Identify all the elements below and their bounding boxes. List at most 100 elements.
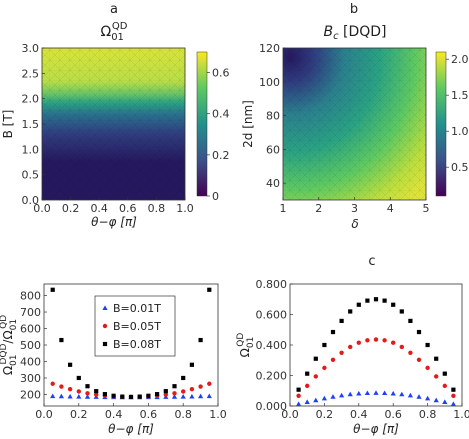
colorbar-b-tick-label-0: 0.5 bbox=[451, 161, 469, 174]
scatter-c-point-s2-13 bbox=[408, 318, 413, 324]
scatter-c-point-s2-9 bbox=[373, 297, 379, 302]
scatter-c-point-s0-1 bbox=[304, 399, 310, 405]
scatter-left-point-s2-3 bbox=[76, 375, 81, 381]
scatter-left-marks bbox=[50, 287, 212, 400]
colorbar-a-tick-label-0: 0 bbox=[212, 190, 219, 203]
scatter-c-point-s1-8 bbox=[365, 338, 370, 343]
scatter-left-point-s1-14 bbox=[172, 391, 177, 396]
legend-box bbox=[94, 295, 176, 357]
scatter-left: 0.0 0.2 0.4 0.6 0.8 1.0200300400500600700800 … bbox=[0, 283, 227, 436]
scatter-left-xtick-label-1: 0.2 bbox=[70, 408, 88, 421]
scatter-left-point-s2-6 bbox=[102, 392, 107, 397]
scatter-c-xtick-label-3: 0.6 bbox=[384, 408, 402, 421]
scatter-c-xtick-label-0: 0.0 bbox=[281, 408, 299, 421]
scatter-left-xtick-label-4: 0.8 bbox=[174, 408, 192, 421]
colorbar-b-tick-label-1: 1.0 bbox=[451, 125, 469, 138]
scatter-left-point-s0-1 bbox=[58, 393, 64, 399]
scatter-c-point-s2-5 bbox=[339, 318, 344, 324]
scatter-left-point-s1-4 bbox=[85, 391, 90, 396]
scatter-c-point-s0-4 bbox=[330, 394, 336, 399]
scatter-c-point-s1-16 bbox=[434, 374, 439, 379]
scatter-c-point-s1-4 bbox=[330, 357, 336, 362]
heatmap-a-axes: 0.0 0.2 0.4 0.6 0.8 1.0 0.0 0.5 1.0 1.5 2.0 2.5 3.0 bbox=[22, 42, 194, 215]
legend-marker-0 bbox=[102, 305, 108, 310]
heatmap-a-xtick-label-3: 0.6 bbox=[119, 202, 137, 215]
scatter-c-point-s0-7 bbox=[356, 390, 362, 396]
scatter-c-marks bbox=[296, 297, 456, 407]
scatter-c-point-s0-2 bbox=[313, 397, 319, 403]
heatmap-a-ytick-label-6: 3.0 bbox=[22, 42, 40, 55]
scatter-left-point-s2-18 bbox=[207, 287, 212, 292]
legend-label-0: B=0.01T bbox=[113, 302, 161, 315]
scatter-c-point-s0-18 bbox=[450, 401, 456, 407]
scatter-c: 0.0 0.2 0.4 0.6 0.8 1.0 0.000 0.200 0.400 0.600 0.… bbox=[236, 278, 469, 436]
heatmap-b-xtick-label-3: 4 bbox=[387, 202, 394, 215]
scatter-left-point-s2-0 bbox=[50, 287, 55, 292]
scatter-left-xtick-label-3: 0.6 bbox=[140, 408, 158, 421]
scatter-c-point-s1-12 bbox=[399, 344, 404, 350]
scatter-left-point-s2-15 bbox=[181, 375, 186, 381]
heatmap-a-xlabel: θ−φ [π] bbox=[91, 215, 137, 229]
heatmap-b-mesh bbox=[283, 48, 426, 200]
panel-letter-b: b bbox=[350, 2, 358, 17]
heatmap-b-xlabel: δ bbox=[351, 217, 358, 231]
scatter-left-point-s2-4 bbox=[85, 384, 90, 389]
scatter-left-xtick-label-2: 0.4 bbox=[105, 408, 123, 421]
scatter-c-point-s1-13 bbox=[408, 350, 413, 355]
heatmap-b-axes: 1 2 3 4 5 40 60 80 100 120 bbox=[259, 42, 430, 215]
heatmap-b-xtick-label-1: 2 bbox=[315, 202, 322, 215]
scatter-left-point-s2-8 bbox=[120, 394, 125, 399]
heatmap-a-ytick-label-4: 2.0 bbox=[22, 93, 40, 106]
scatter-left-xtick-label-5: 1.0 bbox=[209, 408, 227, 421]
scatter-left-ytick-label-5: 700 bbox=[20, 306, 41, 319]
scatter-c-point-s2-14 bbox=[416, 329, 422, 335]
heatmap-b-ytick-label-3: 100 bbox=[259, 76, 280, 89]
heatmap-a-xtick-label-4: 0.8 bbox=[148, 202, 166, 215]
heatmap-b-title: Bc [DQD] bbox=[323, 24, 386, 42]
scatter-left-point-s0-0 bbox=[50, 393, 56, 399]
heatmap-b-ytick-label-0: 40 bbox=[266, 177, 280, 190]
scatter-c-point-s1-3 bbox=[322, 365, 327, 371]
heatmap-a-ytick-label-3: 1.5 bbox=[22, 118, 40, 131]
colorbar-a-tick-label-2: 0.4 bbox=[212, 108, 230, 121]
scatter-left-point-s2-10 bbox=[137, 394, 142, 399]
scatter-left-ytick-label-2: 400 bbox=[20, 355, 41, 368]
legend-label-1: B=0.05T bbox=[113, 320, 161, 333]
colorbar-b-tick-label-3: 2.0 bbox=[451, 53, 469, 66]
legend-label-2: B=0.08T bbox=[113, 338, 161, 351]
scatter-c-point-s2-2 bbox=[313, 356, 318, 361]
heatmap-a-xtick-label-1: 0.2 bbox=[62, 202, 80, 215]
scatter-left-point-s1-13 bbox=[163, 392, 168, 397]
heatmap-a-ytick-label-2: 1.0 bbox=[22, 143, 40, 156]
heatmap-a-mesh bbox=[42, 48, 185, 200]
colorbar-a-tick-label-1: 0.2 bbox=[212, 149, 230, 162]
heatmap-a-xtick-label-0: 0.0 bbox=[33, 202, 51, 215]
scatter-left-axes: 0.0 0.2 0.4 0.6 0.8 1.0 200 300 400 500 600 700 800 bbox=[20, 290, 227, 421]
scatter-left-point-s1-18 bbox=[207, 381, 212, 386]
scatter-c-point-s1-17 bbox=[442, 383, 447, 389]
scatter-c-point-s0-0 bbox=[296, 401, 302, 407]
scatter-c-point-s2-10 bbox=[382, 298, 387, 303]
scatter-left-point-s1-15 bbox=[181, 389, 186, 394]
scatter-left-ytick-label-3: 500 bbox=[20, 339, 41, 352]
scatter-c-ytick-label-2: 0.400 bbox=[256, 339, 288, 352]
scatter-c-point-s0-5 bbox=[339, 392, 345, 398]
colorbar-b-tick-label-2: 1.5 bbox=[451, 89, 469, 102]
scatter-c-point-s2-15 bbox=[425, 342, 430, 348]
scatter-left-point-s1-1 bbox=[59, 384, 64, 389]
scatter-left-point-s1-5 bbox=[94, 392, 99, 397]
scatter-c-point-s2-4 bbox=[330, 329, 336, 335]
scatter-c-point-s2-1 bbox=[305, 371, 310, 376]
scatter-left-point-s0-14 bbox=[171, 394, 178, 399]
scatter-left-point-s2-14 bbox=[172, 384, 177, 389]
scatter-left-point-s0-15 bbox=[180, 394, 186, 399]
scatter-c-point-s0-17 bbox=[442, 399, 448, 405]
scatter-left-point-s2-16 bbox=[189, 362, 194, 367]
legend-marker-2 bbox=[102, 341, 108, 347]
heatmap-a-title: Ω01QD bbox=[100, 21, 127, 43]
heatmap-b-xtick-label-2: 3 bbox=[351, 202, 358, 215]
heatmap-b-xtick-label-4: 5 bbox=[423, 202, 430, 215]
scatter-c-point-s1-5 bbox=[339, 350, 344, 355]
scatter-left-point-s2-7 bbox=[111, 393, 116, 398]
legend-items: B=0.01T B=0.05T B=0.08T bbox=[102, 302, 161, 351]
